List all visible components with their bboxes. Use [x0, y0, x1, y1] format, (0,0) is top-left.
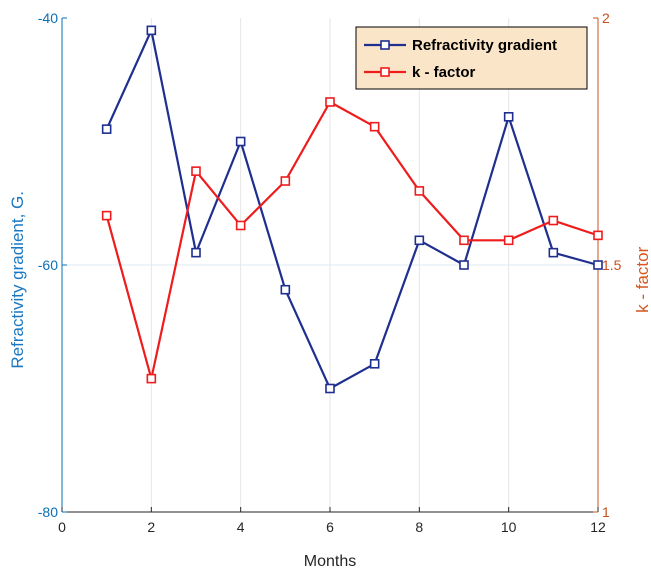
- data-point: [235, 220, 246, 231]
- x-tick-label: 10: [501, 519, 517, 535]
- x-tick-label: 12: [590, 519, 606, 535]
- data-point: [593, 260, 603, 270]
- series-line: [105, 29, 599, 390]
- data-point: [593, 230, 603, 241]
- x-tick-label: 6: [326, 519, 334, 535]
- x-tick-label: 8: [415, 519, 423, 535]
- data-point: [101, 124, 112, 134]
- data-point: [548, 247, 559, 258]
- data-point: [101, 210, 112, 221]
- right-y-tick-label: 1: [602, 504, 610, 520]
- data-point: [369, 358, 380, 369]
- data-point: [414, 186, 425, 196]
- data-point: [146, 25, 157, 36]
- axes: 0 2 4 6 8 10 12 -80 -60 -40 1 1.5 2 Months Refractivit…: [8, 10, 651, 570]
- data-point: [191, 247, 201, 258]
- series-refractivity-gradient: [101, 25, 603, 394]
- data-point: [548, 215, 559, 226]
- left-y-axis-label: Refractivity gradient, G.: [8, 191, 27, 369]
- right-y-axis-label: k - factor: [633, 246, 651, 312]
- legend-box: [355, 26, 588, 90]
- legend-entry-label: Refractivity gradient: [412, 37, 557, 54]
- x-tick-label: 2: [147, 519, 155, 535]
- grid: [62, 18, 598, 512]
- data-point: [459, 235, 469, 246]
- left-y-tick-label: -60: [38, 257, 58, 273]
- left-y-tick-label: -40: [38, 10, 58, 26]
- legend-entry-label: k - factor: [412, 64, 476, 81]
- data-point: [414, 235, 425, 246]
- left-y-tick-label: -80: [38, 504, 58, 520]
- data-point: [146, 373, 157, 384]
- x-axis-label: Months: [304, 553, 356, 570]
- data-point: [325, 97, 335, 107]
- data-point: [280, 284, 291, 295]
- legend-swatch-marker: [380, 40, 390, 50]
- right-y-tick-label: 1.5: [602, 257, 622, 273]
- data-point: [503, 112, 514, 122]
- data-point: [235, 136, 246, 147]
- legend-swatch-marker: [380, 67, 390, 77]
- series-k-factor: [101, 97, 603, 384]
- data-point: [191, 166, 201, 176]
- right-y-tick-label: 2: [602, 10, 610, 26]
- x-tick-label: 4: [237, 519, 245, 535]
- data-point: [280, 176, 291, 186]
- series-line: [105, 100, 599, 380]
- data-point: [325, 383, 335, 394]
- data-point: [369, 121, 380, 132]
- series: [101, 25, 603, 394]
- data-point: [459, 260, 469, 270]
- x-tick-label: 0: [58, 519, 66, 535]
- legend: Refractivity gradient k - factor: [355, 26, 588, 90]
- data-point: [503, 235, 514, 246]
